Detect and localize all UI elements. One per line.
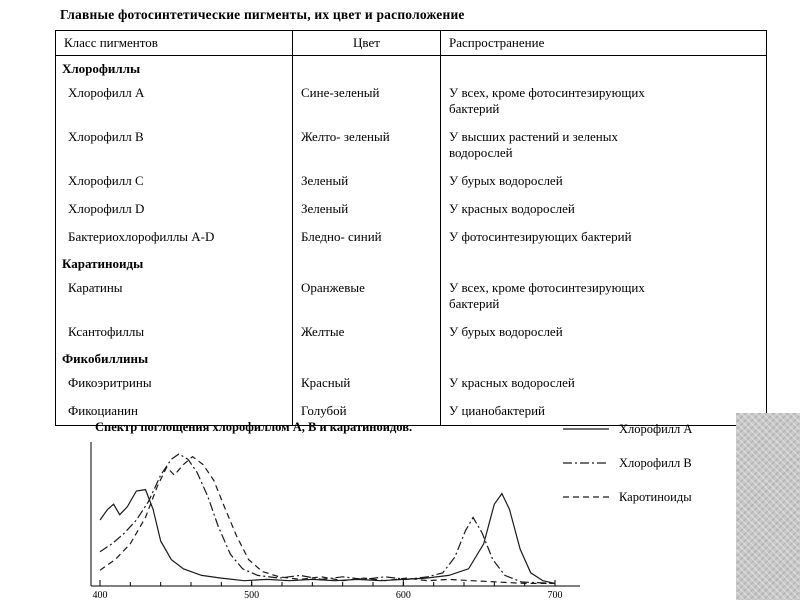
pigment-name-cell: Хлорофилл D <box>68 201 145 216</box>
pigment-color-cell: Красный <box>292 369 441 397</box>
pigment-color-cell: Бледно- синий <box>292 223 441 251</box>
pigment-name-cell: Хлорофилл B <box>68 129 144 144</box>
legend-label: Хлорофилл A <box>619 421 693 436</box>
pigment-color-cell: Сине-зеленый <box>292 79 441 123</box>
table-header-row: Класс пигментов Цвет Распространение <box>55 30 767 56</box>
pigment-distribution-cell: У красных водорослей <box>440 369 767 397</box>
pigment-color-cell: Желтые <box>292 318 441 346</box>
pigment-table: Класс пигментов Цвет Распространение Хло… <box>55 30 767 426</box>
table-section-row: Фикобиллины <box>56 346 767 369</box>
pigment-distribution-cell: У красных водорослей <box>440 195 767 223</box>
section-title: Хлорофиллы <box>62 61 141 76</box>
absorption-chart-title: Спектр поглощения хлорофиллом A, B и кар… <box>95 420 413 434</box>
pigment-name-cell: Фикоэритрины <box>68 375 152 390</box>
pigment-distribution-cell: У бурых водорослей <box>440 167 767 195</box>
pigment-color-cell: Зеленый <box>292 167 441 195</box>
slide-title: Главные фотосинтетические пигменты, их ц… <box>60 7 465 22</box>
pigment-distribution-cell: У высших растений и зеленых водорослей <box>440 123 767 167</box>
legend-label: Каротиноиды <box>619 489 692 504</box>
pigment-color-cell: Желто- зеленый <box>292 123 441 167</box>
table-row: Хлорофилл A Сине-зеленый У всех, кроме ф… <box>56 79 767 123</box>
chart-legend: Хлорофилл A Хлорофилл B Каротиноиды <box>563 412 743 514</box>
absorption-spectra-chart: 400 500 600 700 <box>90 442 580 601</box>
pigment-name-cell: Каратины <box>68 280 123 295</box>
pigment-distribution-cell: У всех, кроме фотосинтезирующих бактерий <box>440 274 767 318</box>
pigment-color-cell: Оранжевые <box>292 274 441 318</box>
dashed-line-icon <box>563 496 609 498</box>
legend-label: Хлорофилл B <box>619 455 692 470</box>
pigment-distribution-cell: У цианобактерий <box>440 397 767 426</box>
section-title: Фикобиллины <box>62 351 149 366</box>
pigment-color-cell: Голубой <box>292 397 441 426</box>
svg-text:500: 500 <box>244 590 259 601</box>
svg-text:600: 600 <box>396 590 411 601</box>
table-row: Бактериохлорофиллы A-D Бледно- синий У ф… <box>56 223 767 251</box>
col-header-color: Цвет <box>292 30 441 56</box>
legend-item-chlorophyll-b: Хлорофилл B <box>563 446 743 480</box>
table-row: Каратины Оранжевые У всех, кроме фотосин… <box>56 274 767 318</box>
svg-text:700: 700 <box>548 590 563 601</box>
col-header-class: Класс пигментов <box>55 30 293 56</box>
table-section-row: Хлорофиллы <box>56 55 767 79</box>
pigment-color-cell: Зеленый <box>292 195 441 223</box>
table-row: Ксантофиллы Желтые У бурых водорослей <box>56 318 767 346</box>
table-row: Фикоцианин Голубой У цианобактерий <box>56 397 767 426</box>
solid-line-icon <box>563 428 609 430</box>
pigment-name-cell: Фикоцианин <box>68 403 138 418</box>
pigment-name-cell: Хлорофилл A <box>68 85 145 100</box>
dashdot-line-icon <box>563 462 609 464</box>
table-row: Фикоэритрины Красный У красных водоросле… <box>56 369 767 397</box>
pigment-distribution-cell: У фотосинтезирующих бактерий <box>440 223 767 251</box>
pigment-name-cell: Ксантофиллы <box>68 324 145 339</box>
side-texture-panel <box>736 413 800 600</box>
col-header-distribution: Распространение <box>440 30 767 56</box>
table-section-row: Каратиноиды <box>56 251 767 274</box>
table-row: Хлорофилл D Зеленый У красных водорослей <box>56 195 767 223</box>
table-row: Хлорофилл B Желто- зеленый У высших раст… <box>56 123 767 167</box>
table-row: Хлорофилл C Зеленый У бурых водорослей <box>56 167 767 195</box>
pigment-name-cell: Хлорофилл C <box>68 173 144 188</box>
section-title: Каратиноиды <box>62 256 144 271</box>
legend-item-carotenoids: Каротиноиды <box>563 480 743 514</box>
pigment-name-cell: Бактериохлорофиллы A-D <box>68 229 215 244</box>
pigment-distribution-cell: У бурых водорослей <box>440 318 767 346</box>
pigment-distribution-cell: У всех, кроме фотосинтезирующих бактерий <box>440 79 767 123</box>
svg-text:400: 400 <box>93 590 108 601</box>
legend-item-chlorophyll-a: Хлорофилл A <box>563 412 743 446</box>
